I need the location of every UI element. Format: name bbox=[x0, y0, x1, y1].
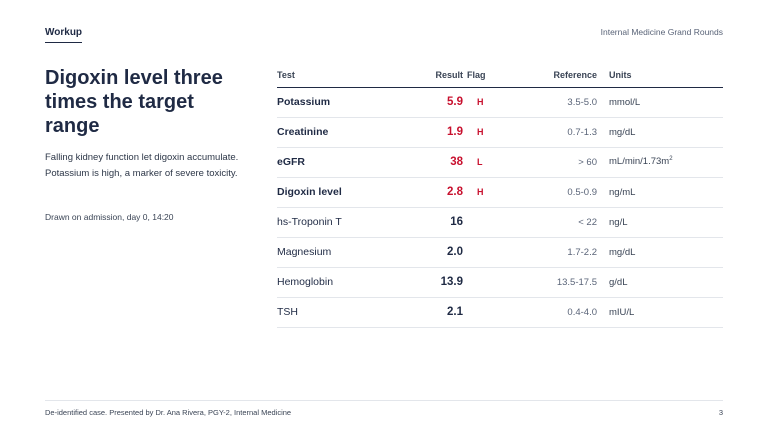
table-row: Potassium 5.9 H 3.5-5.0 mmol/L bbox=[277, 87, 723, 118]
lab-reference-range: 0.4-4.0 bbox=[503, 297, 597, 328]
lab-rows: Potassium 5.9 H 3.5-5.0 mmol/L Creatinine 1.9 H… bbox=[277, 87, 723, 328]
column-header-units: Units bbox=[597, 63, 723, 88]
lab-reference-range: 3.5-5.0 bbox=[503, 87, 597, 118]
lab-test-name: hs-Troponin T bbox=[277, 207, 417, 238]
table-row: Hemoglobin 13.9 13.5-17.5 g/dL bbox=[277, 267, 723, 298]
table-row: Creatinine 1.9 H 0.7-1.3 mg/dL bbox=[277, 117, 723, 148]
lab-result-value: 2.1 bbox=[417, 297, 463, 328]
table-row: Magnesium 2.0 1.7-2.2 mg/dL bbox=[277, 237, 723, 268]
table-row: TSH 2.1 0.4-4.0 mIU/L bbox=[277, 297, 723, 328]
lab-result-value: 2.8 bbox=[417, 177, 463, 208]
lab-test-name: Digoxin level bbox=[277, 177, 417, 208]
lab-units: mL/min/1.73m2 bbox=[597, 147, 723, 178]
lab-results-table: Test Result Flag Reference Units Potassi… bbox=[277, 63, 723, 328]
lab-result-value: 13.9 bbox=[417, 267, 463, 298]
column-header-reference: Reference bbox=[503, 63, 597, 88]
lab-flag bbox=[463, 237, 503, 268]
lab-flag bbox=[463, 267, 503, 298]
lab-test-name: eGFR bbox=[277, 147, 417, 178]
lab-test-name: Hemoglobin bbox=[277, 267, 417, 298]
lab-units: ng/L bbox=[597, 207, 723, 238]
lab-units: g/dL bbox=[597, 267, 723, 298]
lab-units: mg/dL bbox=[597, 117, 723, 148]
slide-summary: Falling kidney function let digoxin accu… bbox=[45, 152, 239, 179]
lab-test-name: Creatinine bbox=[277, 117, 417, 148]
lab-test-name: Magnesium bbox=[277, 237, 417, 268]
table-header-row: Test Result Flag Reference Units bbox=[277, 63, 723, 88]
table-row: eGFR 38 L > 60 mL/min/1.73m2 bbox=[277, 147, 723, 178]
units-superscript: 2 bbox=[669, 156, 673, 163]
lab-units: mg/dL bbox=[597, 237, 723, 268]
section-label: Workup bbox=[45, 27, 83, 43]
lab-flag: H bbox=[463, 117, 503, 148]
lab-reference-range: 0.7-1.3 bbox=[503, 117, 597, 148]
column-header-result: Result bbox=[417, 63, 463, 88]
lab-test-name: Potassium bbox=[277, 87, 417, 118]
lab-units: mIU/L bbox=[597, 297, 723, 328]
lab-reference-range: 1.7-2.2 bbox=[503, 237, 597, 268]
lab-result-value: 1.9 bbox=[417, 117, 463, 148]
lab-flag: H bbox=[463, 177, 503, 208]
footer-credit: De-identified case. Presented by Dr. Ana… bbox=[45, 408, 292, 417]
lab-result-value: 38 bbox=[417, 147, 463, 178]
deck-title: Internal Medicine Grand Rounds bbox=[600, 27, 723, 37]
lab-result-value: 16 bbox=[417, 207, 463, 238]
lab-reference-range: > 60 bbox=[503, 147, 597, 178]
draw-timestamp: Drawn on admission, day 0, 14:20 bbox=[45, 212, 174, 222]
lab-flag: L bbox=[463, 147, 503, 178]
lab-units: ng/mL bbox=[597, 177, 723, 208]
table-row: hs-Troponin T 16 < 22 ng/L bbox=[277, 207, 723, 238]
lab-result-value: 2.0 bbox=[417, 237, 463, 268]
footer-divider bbox=[45, 400, 723, 401]
lab-flag bbox=[463, 297, 503, 328]
column-header-flag: Flag bbox=[463, 63, 503, 88]
table-row: Digoxin level 2.8 H 0.5-0.9 ng/mL bbox=[277, 177, 723, 208]
lab-result-value: 5.9 bbox=[417, 87, 463, 118]
lab-units: mmol/L bbox=[597, 87, 723, 118]
page-number: 3 bbox=[718, 408, 723, 417]
lab-reference-range: < 22 bbox=[503, 207, 597, 238]
lab-reference-range: 13.5-17.5 bbox=[503, 267, 597, 298]
lab-test-name: TSH bbox=[277, 297, 417, 328]
slide-headline: Digoxin level three times the target ran… bbox=[45, 67, 223, 137]
column-header-test: Test bbox=[277, 63, 417, 88]
lab-flag: H bbox=[463, 87, 503, 118]
lab-reference-range: 0.5-0.9 bbox=[503, 177, 597, 208]
lab-flag bbox=[463, 207, 503, 238]
